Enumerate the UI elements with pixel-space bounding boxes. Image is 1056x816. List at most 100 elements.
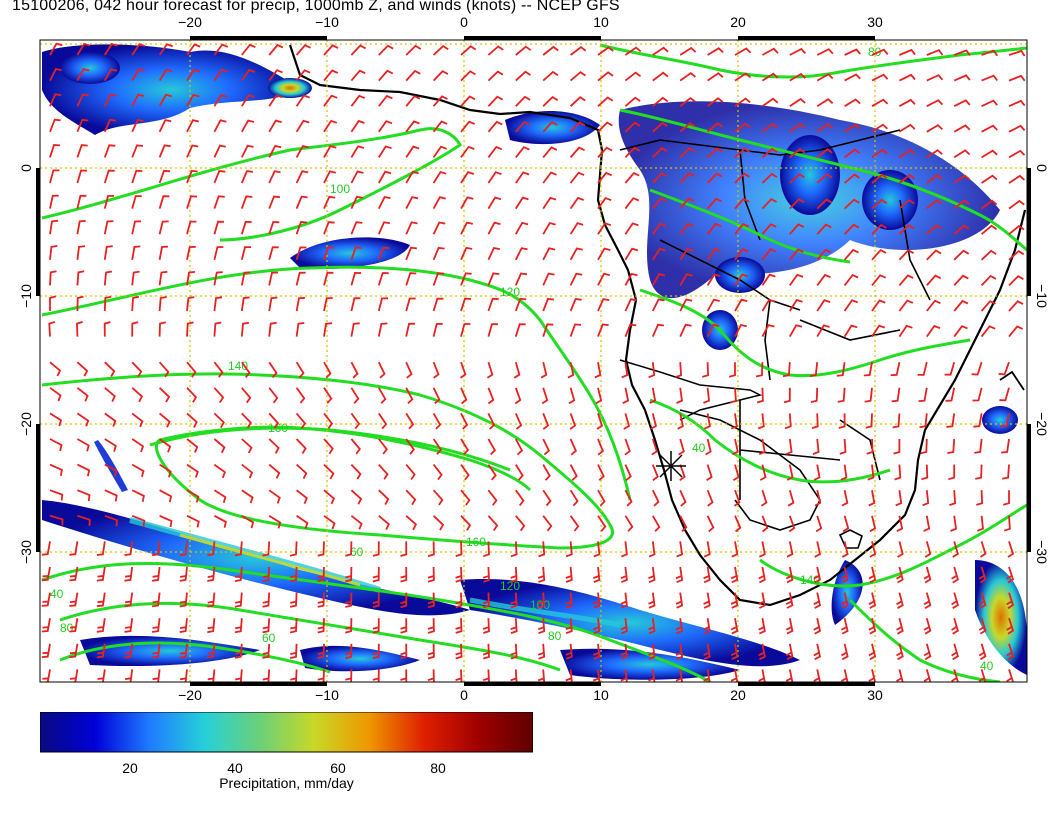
wind-barb xyxy=(679,122,696,133)
wind-barb xyxy=(652,121,668,133)
wind-barb xyxy=(213,94,228,107)
wind-barb xyxy=(41,541,51,556)
wind-barb xyxy=(515,464,524,481)
wind-barb xyxy=(323,489,336,505)
wind-barb xyxy=(103,169,115,184)
wind-barb xyxy=(455,566,463,583)
wind-barb xyxy=(899,48,916,56)
wind-barb xyxy=(951,617,959,635)
wind-barb xyxy=(241,119,255,133)
wind-barb xyxy=(103,118,117,133)
wind-barb xyxy=(49,118,61,133)
wind-barb xyxy=(378,145,392,158)
wind-barb xyxy=(405,297,416,312)
wind-barb xyxy=(240,144,254,158)
wind-barb xyxy=(898,173,916,184)
wind-barb xyxy=(460,145,475,158)
wind-barb xyxy=(648,592,656,609)
wind-barb xyxy=(597,489,606,507)
wind-barb xyxy=(624,489,633,507)
wind-barb xyxy=(262,643,271,659)
wind-barb xyxy=(843,273,859,286)
lat-tick: −30 xyxy=(18,540,34,564)
wind-barb xyxy=(565,643,573,660)
wind-barb xyxy=(487,145,503,158)
wind-barb xyxy=(844,148,861,159)
wind-barb xyxy=(569,96,586,107)
wind-barb xyxy=(811,413,819,429)
wind-barb xyxy=(69,566,79,582)
wind-barb xyxy=(871,274,887,286)
wind-barb xyxy=(350,221,363,235)
wind-barb xyxy=(432,412,442,430)
wind-barb xyxy=(405,387,414,405)
wind-barb xyxy=(77,463,91,477)
wind-barb xyxy=(378,120,393,133)
wind-barb xyxy=(240,321,250,337)
wind-barb xyxy=(213,195,225,209)
wind-barb xyxy=(69,541,79,556)
wind-barb xyxy=(487,438,497,456)
wind-barb xyxy=(48,320,56,337)
wind-barb xyxy=(703,566,711,584)
wind-barb xyxy=(675,362,683,378)
wind-barb xyxy=(839,438,847,455)
wind-barb xyxy=(844,73,861,82)
wind-barb xyxy=(976,490,984,506)
wind-barb xyxy=(597,438,604,456)
wind-barb xyxy=(789,273,804,286)
madagascar xyxy=(999,370,1025,391)
wind-barb xyxy=(432,438,443,455)
wind-barb xyxy=(350,489,363,505)
precip-area-southeast xyxy=(975,560,1027,675)
wind-barb xyxy=(405,438,415,455)
wind-barb xyxy=(186,245,196,260)
wind-barb xyxy=(186,195,198,209)
wind-barb xyxy=(213,43,229,56)
wind-barb xyxy=(49,67,62,82)
contour-120 xyxy=(41,265,632,501)
wind-barb xyxy=(816,98,834,107)
wind-barb xyxy=(510,592,518,609)
wind-barb xyxy=(186,514,200,528)
wind-barb xyxy=(892,413,901,429)
wind-barb xyxy=(323,463,335,480)
wind-barb xyxy=(49,42,63,56)
wind-barb xyxy=(624,323,637,337)
wind-barb xyxy=(350,44,367,56)
colorbar-ramp xyxy=(39,711,534,753)
wind-barb xyxy=(838,413,846,429)
wind-barb xyxy=(487,464,497,481)
wind-barb xyxy=(295,221,308,235)
wind-barb xyxy=(350,119,365,133)
wind-barb xyxy=(317,541,325,557)
wind-barb xyxy=(515,70,531,82)
wind-barb xyxy=(69,592,79,607)
wind-barb xyxy=(945,387,956,402)
wind-barb xyxy=(789,298,803,312)
wind-barb xyxy=(323,322,333,337)
wind-barb xyxy=(179,669,188,682)
wind-barb xyxy=(761,324,775,338)
wind-barb xyxy=(186,296,195,312)
wind-barb xyxy=(323,297,333,312)
wind-barb xyxy=(268,296,278,312)
colorbar-tick: 40 xyxy=(227,760,243,774)
wind-barb xyxy=(921,464,929,481)
wind-barb xyxy=(268,361,278,379)
wind-barb xyxy=(761,47,779,56)
wind-barb xyxy=(734,172,750,184)
wind-barb xyxy=(789,147,806,159)
wind-barb xyxy=(761,273,776,286)
wind-barb xyxy=(624,96,641,107)
wind-barb xyxy=(323,515,336,530)
wind-barb xyxy=(131,295,140,312)
wind-barb xyxy=(432,170,447,184)
wind-barb xyxy=(234,618,243,634)
wind-barb xyxy=(158,119,172,133)
wind-barb xyxy=(871,248,887,261)
wind-barb xyxy=(455,541,463,557)
wind-barb xyxy=(734,248,749,261)
wind-barb xyxy=(323,361,332,379)
wind-barb xyxy=(926,149,943,159)
